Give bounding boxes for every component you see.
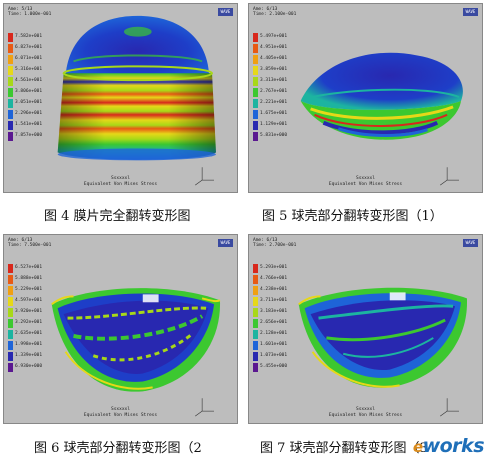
stress-legend: 7.582e+001 6.827e+001 6.071e+001 5.316e+… [8, 32, 42, 142]
legend-row: 2.296e+001 [8, 109, 42, 120]
legend-row: 4.238e+001 [253, 285, 287, 296]
legend-row: 3.313e+001 [253, 76, 287, 87]
legend-row: 6.827e+001 [8, 43, 42, 54]
legend-row: 2.221e+001 [253, 98, 287, 109]
legend-row: 1.998e+001 [8, 340, 42, 351]
legend-row: 2.656e+001 [253, 318, 287, 329]
legend-row: 4.597e+001 [8, 296, 42, 307]
legend-row: 5.831e+000 [253, 131, 287, 142]
legend-row: 1.073e+001 [253, 351, 287, 362]
legend-row: 6.071e+001 [8, 54, 42, 65]
legend-row: 3.859e+001 [253, 65, 287, 76]
model-name: Ssxxxxl [356, 407, 375, 412]
fea-shell-partial-inversion-3 [298, 287, 468, 417]
legend-row: 3.806e+001 [8, 87, 42, 98]
figure-5-panel: Ame: 6/13 Time: 2.100e-001 WAVE 5.497e+00… [248, 3, 483, 193]
result-type: Equivalent Von Mises Stress [328, 182, 403, 187]
legend-row: 5.229e+001 [8, 285, 42, 296]
legend-row: 7.857e+000 [8, 131, 42, 142]
figure-7-caption: 图 7 球壳部分翻转变形图（3 [260, 441, 428, 456]
legend-row: 1.129e+001 [253, 120, 287, 131]
result-type: Equivalent Von Mises Stress [83, 182, 158, 187]
model-name: Ssxxxxl [111, 407, 130, 412]
legend-row: 6.930e+000 [8, 362, 42, 373]
legend-row: 3.051e+001 [8, 98, 42, 109]
legend-row: 3.292e+001 [8, 318, 42, 329]
legend-row: 4.766e+001 [253, 274, 287, 285]
simulation-header: Ame: 6/13 Time: 7.500e-001 [8, 238, 52, 248]
simulation-header: Ame: 6/13 Time: 2.700e-001 [253, 238, 297, 248]
model-name: Ssxxxxl [356, 176, 375, 181]
legend-row: 5.888e+001 [8, 274, 42, 285]
legend-row: 1.675e+001 [253, 109, 287, 120]
legend-row: 3.711e+001 [253, 296, 287, 307]
figure-7-panel: Ame: 6/13 Time: 2.700e-001 WAVE 5.293e+00… [248, 234, 483, 424]
fea-shell-partial-inversion-2 [51, 288, 221, 417]
site-watermark: eworks [412, 435, 485, 457]
figure-6-panel: Ame: 6/13 Time: 7.500e-001 WAVE 6.527e+00… [3, 234, 238, 424]
legend-row: 3.183e+001 [253, 307, 287, 318]
software-logo: WAVE [463, 8, 478, 16]
legend-row: 4.405e+001 [253, 54, 287, 65]
figure-4-caption: 图 4 膜片完全翻转变形图 [44, 209, 191, 224]
stress-legend: 5.497e+001 4.951e+001 4.405e+001 3.859e+… [253, 32, 287, 142]
legend-row: 4.951e+001 [253, 43, 287, 54]
legend-row: 1.601e+001 [253, 340, 287, 351]
software-logo: WAVE [463, 239, 478, 247]
legend-row: 5.455e+000 [253, 362, 287, 373]
legend-row: 2.635e+001 [8, 329, 42, 340]
legend-row: 5.497e+001 [253, 32, 287, 43]
stress-legend: 5.293e+001 4.766e+001 4.238e+001 3.711e+… [253, 263, 287, 373]
figure-4-panel: Ame: 5/13 Time: 1.000e-001 WAVE 7.582e+00… [3, 3, 238, 193]
software-logo: WAVE [218, 239, 233, 247]
legend-row: 5.316e+001 [8, 65, 42, 76]
legend-row: 7.582e+001 [8, 32, 42, 43]
legend-row: 5.293e+001 [253, 263, 287, 274]
legend-row: 1.339e+001 [8, 351, 42, 362]
figure-5-caption: 图 5 球壳部分翻转变形图（1） [262, 209, 443, 224]
legend-row: 2.128e+001 [253, 329, 287, 340]
legend-row: 4.561e+001 [8, 76, 42, 87]
legend-row: 1.541e+001 [8, 120, 42, 131]
legend-row: 3.920e+001 [8, 307, 42, 318]
software-logo: WAVE [218, 8, 233, 16]
result-type: Equivalent Von Mises Stress [83, 413, 158, 418]
legend-row: 2.767e+001 [253, 87, 287, 98]
simulation-header: Ame: 6/13 Time: 2.100e-001 [253, 7, 297, 17]
model-name: Ssxxxxl [111, 176, 130, 181]
legend-row: 6.527e+001 [8, 263, 42, 274]
fea-diaphragm-full-inversion [57, 15, 216, 186]
figure-6-caption: 图 6 球壳部分翻转变形图（2 [34, 441, 202, 456]
fea-shell-partial-inversion-1 [300, 52, 463, 186]
result-type: Equivalent Von Mises Stress [328, 413, 403, 418]
simulation-header: Ame: 5/13 Time: 1.000e-001 [8, 7, 52, 17]
stress-legend: 6.527e+001 5.888e+001 5.229e+001 4.597e+… [8, 263, 42, 373]
